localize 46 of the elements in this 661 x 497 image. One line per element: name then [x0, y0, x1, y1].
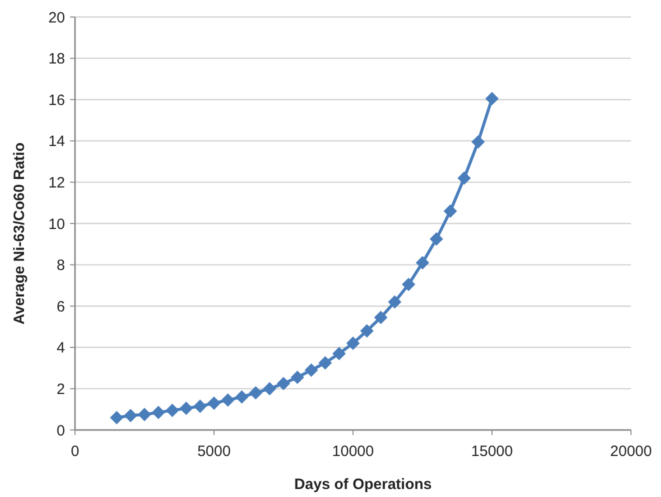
y-tick-label: 18 [48, 50, 65, 68]
y-tick-label: 8 [56, 257, 65, 274]
x-tick-label: 0 [70, 443, 80, 460]
y-tick-label: 10 [48, 216, 65, 233]
point [360, 324, 374, 338]
point [374, 310, 388, 324]
y-tick-label: 4 [56, 340, 65, 357]
point [110, 410, 124, 424]
x-tick-label: 15000 [471, 443, 513, 460]
x-axis-title: Days of Operations [294, 476, 432, 493]
point [485, 92, 499, 106]
point [221, 393, 235, 407]
point [318, 356, 332, 370]
point [346, 336, 360, 350]
point [290, 370, 304, 384]
point [276, 376, 290, 390]
point [388, 295, 402, 309]
point [166, 404, 180, 418]
point [332, 346, 346, 360]
point [457, 171, 471, 185]
point [430, 232, 444, 246]
point [471, 135, 485, 149]
x-tick-label: 5000 [197, 443, 231, 460]
y-tick-label: 2 [56, 380, 65, 398]
point [179, 402, 193, 416]
point [152, 406, 166, 420]
point [235, 390, 249, 404]
point [138, 408, 152, 422]
y-tick-label: 12 [48, 174, 65, 192]
y-tick-label: 16 [48, 92, 65, 109]
point [248, 386, 262, 400]
y-axis-title: Average Ni-63/Co60 Ratio [11, 142, 28, 325]
point [304, 363, 318, 377]
point [416, 256, 430, 270]
point [193, 400, 207, 413]
y-tick-label: 6 [56, 298, 65, 316]
point [402, 278, 416, 292]
point [207, 396, 221, 410]
y-tick-label: 0 [56, 422, 65, 440]
point [124, 408, 138, 422]
y-tick-label: 20 [48, 9, 65, 26]
x-tick-label: 20000 [610, 443, 652, 460]
x-tick-label: 10000 [332, 443, 374, 460]
point [444, 204, 458, 218]
point [262, 382, 276, 396]
y-tick-label: 14 [48, 133, 65, 150]
